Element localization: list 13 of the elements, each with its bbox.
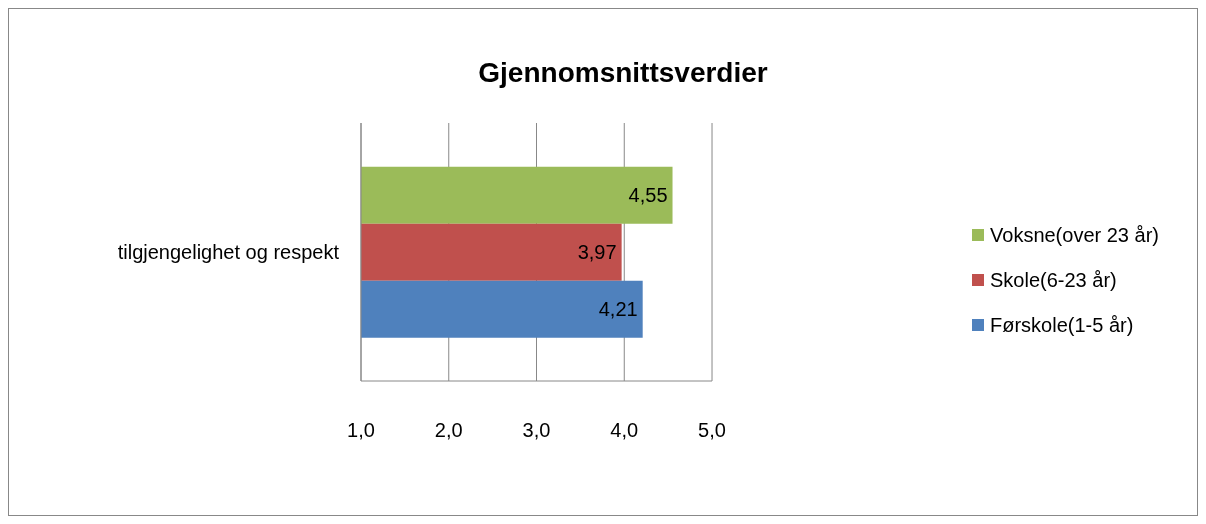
data-label: 4,21 — [598, 298, 638, 321]
x-tick-label: 4,0 — [610, 419, 639, 442]
legend-label: Førskole(1-5 år) — [990, 313, 1134, 337]
chart-title: Gjennomsnittsverdier — [477, 57, 769, 89]
legend-label: Skole(6-23 år) — [990, 268, 1117, 292]
x-tick-label: 1,0 — [347, 419, 375, 442]
x-tick-label: 3,0 — [522, 419, 551, 442]
data-label: 4,55 — [628, 184, 668, 207]
x-tick-label: 5,0 — [698, 419, 726, 442]
x-tick-label: 2,0 — [434, 419, 463, 442]
y-tick-label: tilgjengelighet og respekt — [117, 241, 340, 264]
legend-label: Voksne(over 23 år) — [990, 223, 1159, 247]
data-label: 3,97 — [577, 241, 617, 264]
